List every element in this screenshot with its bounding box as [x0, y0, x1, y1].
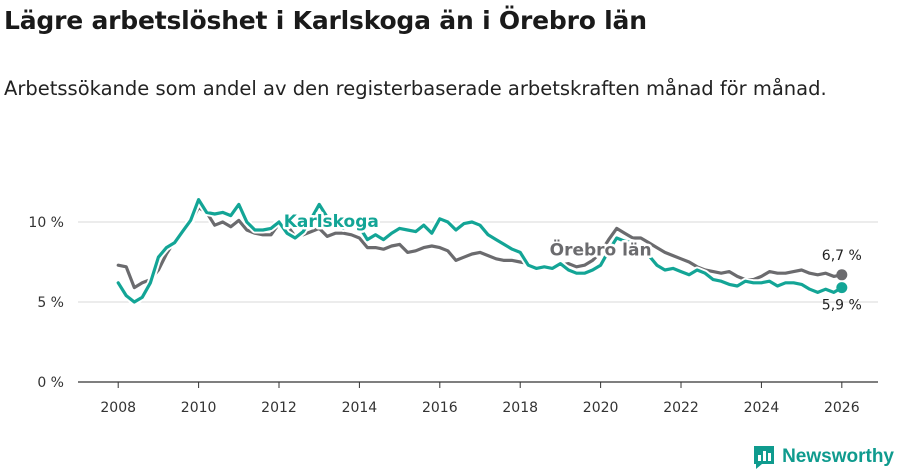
- series-label-karlskoga: Karlskoga: [284, 212, 379, 232]
- end-value-label--rebro-l-n: 6,7 %: [822, 248, 862, 264]
- series-label-halo-karlskoga: Karlskoga: [284, 212, 379, 232]
- end-point--rebro-l-n: [836, 269, 848, 281]
- newsworthy-brand: Newsworthy: [752, 444, 894, 470]
- y-tick-label: 0 %: [37, 375, 64, 391]
- chart-subtitle: Arbetssökande som andel av den registerb…: [4, 77, 827, 100]
- x-tick-label: 2008: [100, 400, 136, 416]
- x-axis: 2008 2010 2012 2014 2016 2018 2020 2022 2024 2026: [78, 381, 878, 416]
- x-tick-label: 2012: [261, 400, 297, 416]
- x-tick-label: 2026: [824, 400, 860, 416]
- end-value-label-karlskoga: 5,9 %: [822, 298, 862, 314]
- newsworthy-logo-icon: [754, 446, 775, 469]
- end-point-karlskoga: [836, 282, 848, 294]
- x-tick-label: 2014: [342, 400, 378, 416]
- y-axis-ticks: 0 % 5 % 10 %: [28, 215, 64, 391]
- series-label-halo--rebro-l-n: Örebro län: [550, 239, 652, 261]
- series-line--rebro-l-n: [116, 206, 844, 290]
- x-tick-label: 2022: [663, 400, 699, 416]
- brand-name: Newsworthy: [782, 446, 894, 467]
- grid-lines: [78, 221, 878, 303]
- series-label--rebro-l-n: Örebro län: [550, 239, 652, 261]
- y-tick-label: 10 %: [28, 215, 64, 231]
- x-tick-label: 2020: [583, 400, 619, 416]
- y-tick-label: 5 %: [37, 295, 64, 311]
- x-tick-label: 2018: [502, 400, 538, 416]
- x-tick-label: 2016: [422, 400, 458, 416]
- x-tick-label: 2010: [181, 400, 217, 416]
- series-line-karlskoga: [116, 198, 844, 304]
- chart-title: Lägre arbetslöshet i Karlskoga än i Öreb…: [4, 6, 647, 35]
- series-lines: [115, 196, 848, 306]
- x-tick-label: 2024: [744, 400, 780, 416]
